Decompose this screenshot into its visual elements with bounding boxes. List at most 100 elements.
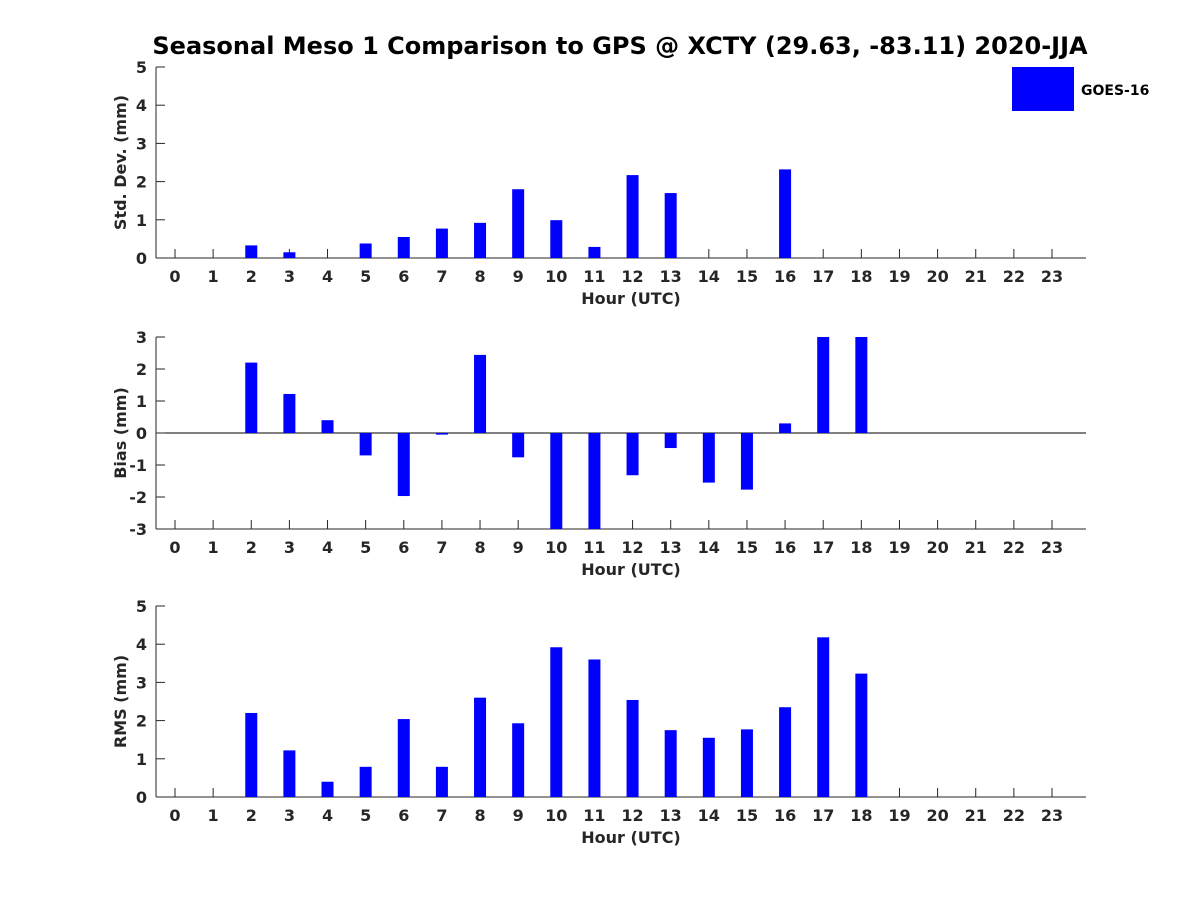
x-tick-label: 0 bbox=[169, 806, 180, 825]
y-tick-label: 5 bbox=[136, 58, 147, 77]
x-tick-label: 19 bbox=[888, 538, 910, 557]
x-tick-label: 11 bbox=[583, 538, 605, 557]
bar bbox=[245, 712, 258, 797]
x-tick-label: 23 bbox=[1041, 538, 1063, 557]
x-tick-label: 20 bbox=[926, 267, 948, 286]
x-tick-label: 21 bbox=[965, 538, 987, 557]
x-tick-label: 22 bbox=[1003, 806, 1025, 825]
y-tick-label: 4 bbox=[136, 635, 147, 654]
legend-label: GOES-16 bbox=[1081, 83, 1149, 99]
bar bbox=[359, 433, 372, 456]
x-tick-label: 7 bbox=[436, 538, 447, 557]
x-tick-label: 12 bbox=[621, 267, 643, 286]
x-tick-label: 4 bbox=[322, 806, 333, 825]
x-tick-label: 15 bbox=[736, 267, 758, 286]
y-tick-label: 1 bbox=[136, 211, 147, 230]
x-tick-label: 2 bbox=[246, 806, 257, 825]
x-tick-label: 11 bbox=[583, 267, 605, 286]
x-axis-label: Hour (UTC) bbox=[581, 289, 681, 308]
x-tick-label: 16 bbox=[774, 267, 796, 286]
x-tick-label: 20 bbox=[926, 806, 948, 825]
bar bbox=[550, 220, 563, 258]
x-tick-label: 8 bbox=[474, 538, 485, 557]
x-axis-label: Hour (UTC) bbox=[581, 560, 681, 579]
x-tick-label: 13 bbox=[660, 806, 682, 825]
y-tick-label: 0 bbox=[136, 424, 147, 443]
bar bbox=[664, 193, 677, 258]
x-tick-label: 1 bbox=[208, 267, 219, 286]
y-tick-label: -2 bbox=[129, 488, 147, 507]
x-tick-label: 23 bbox=[1041, 806, 1063, 825]
bar bbox=[474, 222, 487, 258]
x-tick-label: 9 bbox=[513, 538, 524, 557]
y-axis-label: RMS (mm) bbox=[111, 655, 130, 748]
x-tick-label: 4 bbox=[322, 538, 333, 557]
legend: GOES-16 bbox=[1012, 67, 1149, 111]
x-tick-label: 10 bbox=[545, 806, 567, 825]
x-tick-label: 23 bbox=[1041, 267, 1063, 286]
x-tick-label: 19 bbox=[888, 267, 910, 286]
x-tick-label: 13 bbox=[660, 267, 682, 286]
bar bbox=[779, 707, 792, 797]
legend-swatch bbox=[1012, 67, 1074, 111]
x-tick-label: 1 bbox=[208, 538, 219, 557]
x-tick-label: 6 bbox=[398, 267, 409, 286]
y-tick-label: 4 bbox=[136, 96, 147, 115]
x-tick-label: 6 bbox=[398, 806, 409, 825]
bar bbox=[779, 169, 792, 258]
x-tick-label: 1 bbox=[208, 806, 219, 825]
bar bbox=[397, 236, 410, 258]
x-tick-label: 11 bbox=[583, 806, 605, 825]
x-tick-label: 6 bbox=[398, 538, 409, 557]
bar bbox=[245, 362, 258, 433]
bar bbox=[550, 647, 563, 797]
x-tick-label: 10 bbox=[545, 267, 567, 286]
y-tick-label: 3 bbox=[136, 328, 147, 347]
x-tick-label: 14 bbox=[698, 538, 720, 557]
bar bbox=[817, 637, 830, 797]
bar bbox=[588, 246, 601, 258]
x-tick-label: 2 bbox=[246, 538, 257, 557]
bar bbox=[397, 719, 410, 797]
y-tick-label: 3 bbox=[136, 134, 147, 153]
x-tick-label: 16 bbox=[774, 538, 796, 557]
x-tick-label: 5 bbox=[360, 267, 371, 286]
bar bbox=[321, 420, 334, 433]
bar bbox=[664, 433, 677, 449]
x-tick-label: 5 bbox=[360, 806, 371, 825]
x-tick-label: 8 bbox=[474, 806, 485, 825]
x-tick-label: 2 bbox=[246, 267, 257, 286]
x-tick-label: 18 bbox=[850, 538, 872, 557]
bar bbox=[283, 393, 296, 433]
x-tick-label: 8 bbox=[474, 267, 485, 286]
y-tick-label: 0 bbox=[136, 249, 147, 268]
x-tick-label: 0 bbox=[169, 267, 180, 286]
y-tick-label: 0 bbox=[136, 788, 147, 807]
x-tick-label: 13 bbox=[660, 538, 682, 557]
bar bbox=[740, 729, 753, 797]
y-tick-label: 2 bbox=[136, 173, 147, 192]
bar bbox=[474, 354, 487, 433]
bar bbox=[321, 781, 334, 797]
bar bbox=[283, 252, 296, 258]
bar bbox=[435, 433, 448, 435]
x-tick-label: 0 bbox=[169, 538, 180, 557]
bar bbox=[359, 243, 372, 258]
bar bbox=[626, 175, 639, 258]
x-tick-label: 17 bbox=[812, 267, 834, 286]
x-tick-label: 17 bbox=[812, 538, 834, 557]
x-tick-label: 12 bbox=[621, 806, 643, 825]
x-tick-label: 3 bbox=[284, 538, 295, 557]
bar bbox=[512, 723, 525, 797]
bar bbox=[855, 673, 868, 797]
chart-title: Seasonal Meso 1 Comparison to GPS @ XCTY… bbox=[152, 32, 1088, 60]
bar bbox=[779, 423, 792, 433]
bar bbox=[702, 433, 715, 483]
y-tick-label: -3 bbox=[129, 520, 147, 539]
x-tick-label: 9 bbox=[513, 267, 524, 286]
x-tick-label: 3 bbox=[284, 806, 295, 825]
y-tick-label: 2 bbox=[136, 360, 147, 379]
bar bbox=[588, 433, 601, 529]
